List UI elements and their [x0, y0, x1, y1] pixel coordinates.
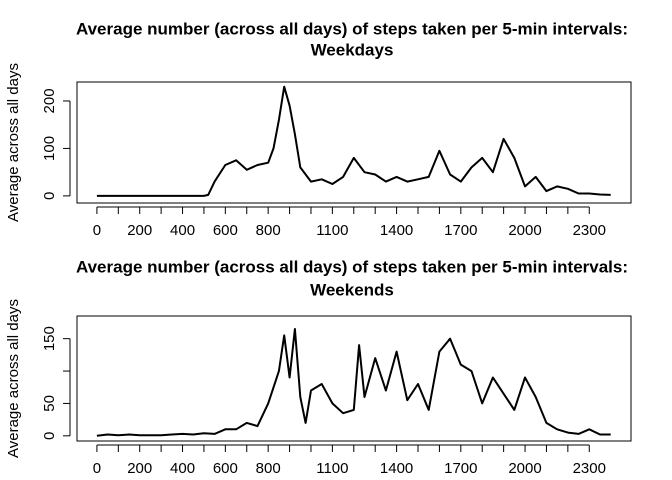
data-line	[96, 328, 611, 437]
chart-title: Average number (across all days) of step…	[76, 19, 628, 38]
x-tick-label: 0	[93, 222, 101, 239]
plot-frame	[76, 81, 632, 204]
chart-title: Weekdays	[311, 40, 394, 59]
y-tick-label: 50	[41, 395, 58, 412]
x-tick-label: 1100	[316, 222, 348, 239]
x-tick-label: 200	[127, 222, 152, 239]
x-tick-label: 2000	[508, 222, 541, 239]
x-tick-label: 1400	[380, 460, 413, 477]
y-tick-label: 0	[41, 192, 58, 200]
x-tick-label: 1700	[444, 460, 477, 477]
x-tick-label: 800	[256, 460, 281, 477]
y-tick-label: 200	[41, 88, 58, 113]
data-line	[96, 85, 611, 197]
x-tick-label: 2300	[573, 222, 606, 239]
y-tick-label: 100	[41, 136, 58, 161]
x-tick-label: 200	[127, 460, 152, 477]
x-tick-label: 400	[170, 460, 195, 477]
x-tick-label: 600	[213, 460, 238, 477]
x-tick-label: 400	[170, 222, 195, 239]
y-axis-label: Average across all days	[5, 299, 22, 458]
x-tick-label: 1700	[444, 222, 477, 239]
x-tick-label: 2000	[508, 460, 541, 477]
y-axis-label: Average across all days	[5, 63, 22, 222]
y-tick-label: 0	[41, 432, 58, 440]
x-tick-label: 600	[213, 222, 238, 239]
chart-title: Weekends	[310, 280, 394, 299]
y-tick-label: 150	[41, 326, 58, 351]
x-tick-label: 800	[256, 222, 281, 239]
x-tick-label: 1400	[380, 222, 413, 239]
x-tick-label: 0	[93, 460, 101, 477]
x-tick-label: 1100	[316, 460, 348, 477]
plot-frame	[76, 315, 632, 442]
chart-title: Average number (across all days) of step…	[76, 257, 628, 276]
x-tick-label: 2300	[573, 460, 606, 477]
